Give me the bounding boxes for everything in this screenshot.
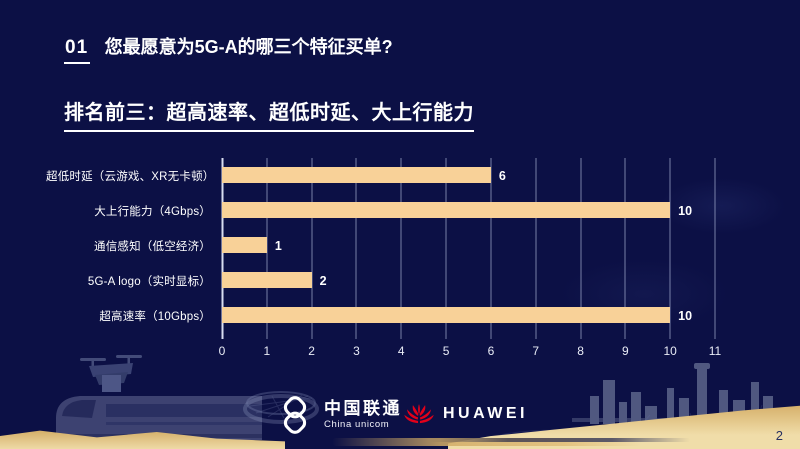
bar (222, 272, 312, 288)
bar-track: 10 (222, 193, 715, 228)
x-tick-label: 0 (218, 344, 226, 358)
city-skyline-silhouette (572, 363, 784, 424)
bar-track: 2 (222, 263, 715, 298)
bar (222, 202, 671, 218)
sand-texture-left (0, 430, 285, 449)
huawei-flower-icon (404, 404, 434, 424)
dark-brush-streak (430, 438, 690, 442)
category-label: 5G-A logo（实时显标） (87, 275, 211, 288)
unicom-knot-icon (283, 396, 307, 434)
x-tick-label: 1 (263, 344, 271, 358)
grid-line (535, 158, 537, 339)
unicom-logo-text: 中国联通 China unicom (324, 398, 402, 431)
unicom-name-cn: 中国联通 (324, 398, 402, 418)
page-subtitle: 排名前三：超高速率、超低时延、大上行能力 (64, 96, 474, 132)
x-tick-label: 5 (442, 344, 450, 358)
x-tick-label: 8 (577, 344, 584, 358)
x-tick-label: 9 (622, 344, 629, 358)
chart-rows: 超低时延（云游戏、XR无卡顿） 6 大上行能力（4Gbps） 10 通信感知（低空经济）… (46, 158, 726, 333)
grid-line (445, 158, 447, 339)
value-label: 2 (319, 273, 327, 288)
grid-line (580, 158, 582, 339)
x-tick-label: 4 (397, 344, 405, 358)
grid-line (624, 158, 626, 339)
grid-line (714, 158, 716, 339)
value-label: 1 (274, 238, 282, 253)
x-tick-label: 10 (663, 344, 677, 358)
china-unicom-logo: 中国联通 China unicom (275, 395, 402, 435)
chart-row: 大上行能力（4Gbps） 10 (46, 193, 726, 228)
chart-row: 5G-A logo（实时显标） 2 (46, 263, 726, 298)
huawei-logo: HUAWEI (403, 403, 528, 424)
grid-line (311, 158, 313, 339)
x-tick-label: 11 (708, 344, 722, 358)
bar (222, 307, 671, 323)
header: 01 您最愿意为5G-A的哪三个特征买单? (64, 33, 393, 64)
grid-line (669, 158, 671, 339)
bar-track: 1 (222, 228, 715, 263)
page-title: 您最愿意为5G-A的哪三个特征买单? (104, 37, 393, 57)
value-label: 10 (678, 203, 693, 218)
huawei-name: HUAWEI (443, 404, 528, 422)
train-silhouette (56, 396, 262, 440)
x-axis: 0 1 2 3 4 5 6 7 8 9 10 11 (218, 343, 722, 359)
x-tick-label: 2 (308, 344, 315, 358)
bar (222, 237, 267, 253)
sand-brush-streak (332, 438, 642, 446)
x-tick-label: 6 (487, 344, 495, 358)
chart-row: 通信感知（低空经济） 1 (46, 228, 726, 263)
category-label: 大上行能力（4Gbps） (94, 205, 211, 218)
page-number: 2 (775, 428, 783, 443)
bar-chart: 超低时延（云游戏、XR无卡顿） 6 大上行能力（4Gbps） 10 通信感知（低空经济）… (46, 158, 726, 363)
grid-line (490, 158, 492, 339)
map-road-lines (500, 404, 800, 449)
bar-track: 6 (222, 158, 715, 193)
x-tick-label: 3 (353, 344, 360, 358)
section-number: 01 (64, 37, 91, 64)
unicom-name-en: China unicom (324, 419, 390, 431)
category-label: 超高速率（10Gbps） (99, 310, 211, 323)
x-tick-label: 7 (532, 344, 540, 358)
chart-row: 超低时延（云游戏、XR无卡顿） 6 (46, 158, 726, 193)
category-label: 通信感知（低空经济） (94, 240, 211, 253)
value-label: 10 (678, 308, 693, 323)
grid-line (266, 158, 268, 339)
category-label: 超低时延（云游戏、XR无卡顿） (46, 170, 215, 183)
chart-row: 超高速率（10Gbps） 10 (46, 298, 726, 333)
grid-line (400, 158, 402, 339)
bar-track: 10 (222, 298, 715, 333)
bar (222, 167, 491, 183)
grid-line (355, 158, 357, 339)
value-label: 6 (498, 168, 506, 183)
